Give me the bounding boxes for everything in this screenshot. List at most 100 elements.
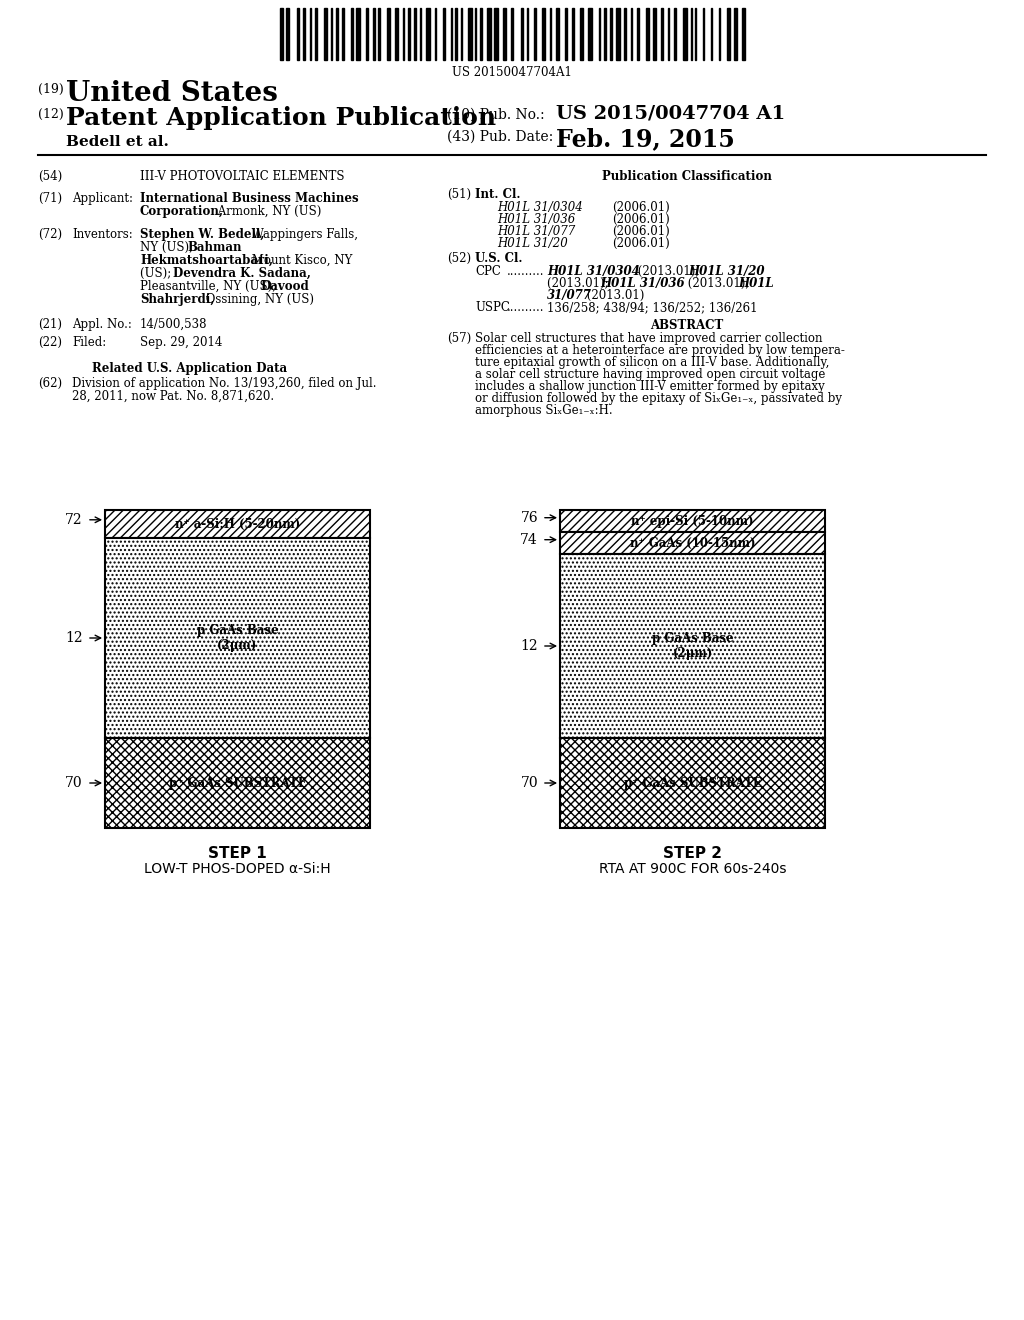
Bar <box>487 8 490 59</box>
Text: (22): (22) <box>38 337 62 348</box>
Text: 70: 70 <box>66 776 83 789</box>
Text: (2006.01): (2006.01) <box>612 224 670 238</box>
Bar <box>105 539 370 738</box>
Bar <box>565 8 567 59</box>
Text: (62): (62) <box>38 378 62 389</box>
Bar <box>324 8 327 59</box>
Text: H01L 31/077: H01L 31/077 <box>497 224 575 238</box>
Text: ..........: .......... <box>507 265 545 279</box>
Text: (71): (71) <box>38 191 62 205</box>
Text: amorphous SiₓGe₁₋ₓ:H.: amorphous SiₓGe₁₋ₓ:H. <box>475 404 612 417</box>
Bar <box>373 8 375 59</box>
Text: p GaAs Base
(2μm): p GaAs Base (2μm) <box>197 624 279 652</box>
Bar <box>414 8 416 59</box>
Bar <box>727 8 730 59</box>
Bar <box>572 8 574 59</box>
Bar <box>560 510 825 532</box>
Text: n⁺ a-Si:H (5-20nm): n⁺ a-Si:H (5-20nm) <box>175 517 300 531</box>
Text: Shahrjerdi,: Shahrjerdi, <box>140 293 214 306</box>
Bar <box>468 8 472 59</box>
Text: p⁺ GaAs SUBSTRATE: p⁺ GaAs SUBSTRATE <box>624 776 762 789</box>
Text: H01L: H01L <box>738 277 773 290</box>
Bar <box>588 8 592 59</box>
Text: ture epitaxial growth of silicon on a III-V base. Additionally,: ture epitaxial growth of silicon on a II… <box>475 356 829 370</box>
Bar <box>351 8 353 59</box>
Text: Solar cell structures that have improved carrier collection: Solar cell structures that have improved… <box>475 333 822 345</box>
Text: 70: 70 <box>520 776 538 789</box>
Text: includes a shallow junction III-V emitter formed by epitaxy: includes a shallow junction III-V emitte… <box>475 380 824 393</box>
Bar <box>580 8 583 59</box>
Bar <box>297 8 299 59</box>
Text: Publication Classification: Publication Classification <box>602 170 772 183</box>
Text: Feb. 19, 2015: Feb. 19, 2015 <box>556 127 735 150</box>
Text: Bedell et al.: Bedell et al. <box>66 135 169 149</box>
Bar <box>494 8 498 59</box>
Text: Related U.S. Application Data: Related U.S. Application Data <box>92 362 288 375</box>
Text: H01L 31/036: H01L 31/036 <box>600 277 685 290</box>
Text: H01L 31/036: H01L 31/036 <box>497 213 575 226</box>
Text: 72: 72 <box>66 512 83 527</box>
Text: H01L 31/20: H01L 31/20 <box>497 238 567 249</box>
Bar <box>366 8 368 59</box>
Text: III-V PHOTOVOLTAIC ELEMENTS: III-V PHOTOVOLTAIC ELEMENTS <box>140 170 344 183</box>
Text: United States: United States <box>66 81 278 107</box>
Text: (43) Pub. Date:: (43) Pub. Date: <box>447 129 553 144</box>
Text: CPC: CPC <box>475 265 501 279</box>
Text: Ossining, NY (US): Ossining, NY (US) <box>202 293 314 306</box>
Text: STEP 2: STEP 2 <box>663 846 722 861</box>
Text: (2013.01);: (2013.01); <box>634 265 703 279</box>
Text: efficiencies at a heterointerface are provided by low tempera-: efficiencies at a heterointerface are pr… <box>475 345 845 356</box>
Text: (19): (19) <box>38 83 63 96</box>
Text: Int. Cl.: Int. Cl. <box>475 187 520 201</box>
Text: (12): (12) <box>38 108 63 121</box>
Text: (2006.01): (2006.01) <box>612 238 670 249</box>
Bar <box>683 8 687 59</box>
Text: U.S. Cl.: U.S. Cl. <box>475 252 522 265</box>
Text: n⁺ GaAs (10-15nm): n⁺ GaAs (10-15nm) <box>630 536 756 549</box>
Bar <box>105 510 370 539</box>
Text: US 20150047704A1: US 20150047704A1 <box>452 66 572 79</box>
Text: (2013.01);: (2013.01); <box>684 277 753 290</box>
Text: (57): (57) <box>447 333 471 345</box>
Text: H01L 31/0304: H01L 31/0304 <box>547 265 640 279</box>
Bar <box>646 8 649 59</box>
Bar <box>426 8 430 59</box>
Text: 12: 12 <box>66 631 83 645</box>
Text: H01L 31/0304: H01L 31/0304 <box>497 201 583 214</box>
Text: RTA AT 900C FOR 60s-240s: RTA AT 900C FOR 60s-240s <box>599 862 786 876</box>
Text: US 2015/0047704 A1: US 2015/0047704 A1 <box>556 106 785 123</box>
Text: Bahman: Bahman <box>187 242 242 253</box>
Text: Division of application No. 13/193,260, filed on Jul.: Division of application No. 13/193,260, … <box>72 378 377 389</box>
Text: p GaAs Base
(2μm): p GaAs Base (2μm) <box>651 632 733 660</box>
Text: ..........: .......... <box>507 301 545 314</box>
Bar <box>560 738 825 828</box>
Text: Devendra K. Sadana,: Devendra K. Sadana, <box>173 267 311 280</box>
Bar <box>286 8 289 59</box>
Text: STEP 1: STEP 1 <box>208 846 267 861</box>
Bar <box>604 8 606 59</box>
Text: Appl. No.:: Appl. No.: <box>72 318 132 331</box>
Text: Stephen W. Bedell,: Stephen W. Bedell, <box>140 228 264 242</box>
Text: Sep. 29, 2014: Sep. 29, 2014 <box>140 337 222 348</box>
Bar <box>610 8 612 59</box>
Bar <box>674 8 676 59</box>
Bar <box>616 8 620 59</box>
Text: (52): (52) <box>447 252 471 265</box>
Text: p⁺ GaAs SUBSTRATE: p⁺ GaAs SUBSTRATE <box>169 776 306 789</box>
Text: USPC: USPC <box>475 301 510 314</box>
Bar <box>356 8 360 59</box>
Text: (54): (54) <box>38 170 62 183</box>
Bar <box>455 8 457 59</box>
Text: 14/500,538: 14/500,538 <box>140 318 208 331</box>
Text: (US);: (US); <box>140 267 175 280</box>
Text: (10) Pub. No.:: (10) Pub. No.: <box>447 108 545 121</box>
Bar <box>653 8 656 59</box>
Text: 76: 76 <box>520 511 538 525</box>
Bar <box>542 8 545 59</box>
Bar <box>734 8 737 59</box>
Text: Applicant:: Applicant: <box>72 191 133 205</box>
Text: Inventors:: Inventors: <box>72 228 133 242</box>
Bar <box>662 8 663 59</box>
Text: Hekmatshoartabari,: Hekmatshoartabari, <box>140 253 273 267</box>
Text: Patent Application Publication: Patent Application Publication <box>66 106 496 129</box>
